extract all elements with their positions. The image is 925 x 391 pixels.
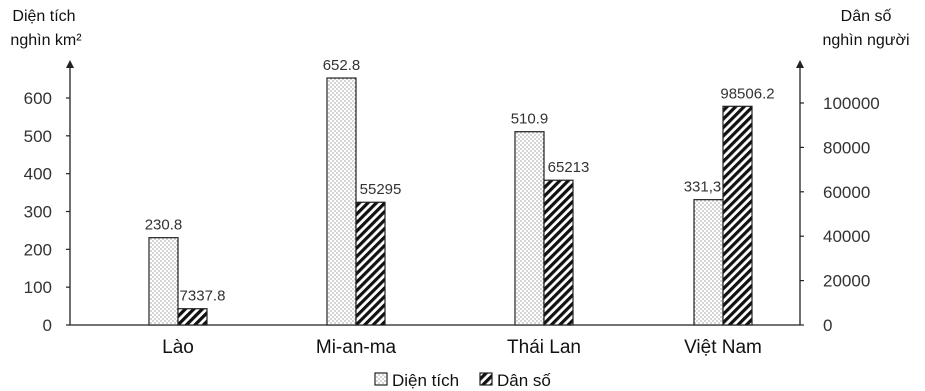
bar-dien-tich [514,131,545,326]
legend-swatch-dan-so [479,372,493,386]
data-labels: 230.8 7337.8 652.8 55295 510.9 65213 331,3 9850… [145,57,775,305]
right-tick-label: 40000 [823,227,870,246]
data-label-dan-so: 65213 [548,159,590,176]
category-label: Lào [162,337,194,358]
right-tick-label: 60000 [823,183,870,202]
legend-swatch-dien-tich [374,372,388,386]
left-axis-title-line2: nghìn km² [10,32,82,49]
data-label-dien-tich: 331,3 [684,179,722,196]
category-label: Việt Nam [684,337,762,358]
bar-dan-so [722,105,753,326]
right-tick-label: 100000 [823,94,880,113]
left-tick-label: 200 [24,240,52,259]
left-tick-label: 300 [24,203,52,222]
left-tick-label: 0 [43,316,52,335]
legend: Diện tích Dân số [374,371,551,390]
right-tick-label: 80000 [823,138,870,157]
right-tick-label: 0 [823,316,832,335]
left-tick-label: 600 [24,89,52,108]
right-axis-title-line1: Dân số [841,8,892,25]
bar-dien-tich [148,237,179,326]
bars [148,77,753,326]
data-label-dien-tich: 510.9 [511,111,549,128]
bar-dien-tich [326,77,357,326]
bar-dan-so [355,201,386,326]
left-axis-arrow [66,60,74,68]
bar-dien-tich [693,199,724,326]
axes: 0 100 200 300 400 500 600 0 20000 40000 60000 80000… [24,60,880,358]
left-tick-label: 100 [24,278,52,297]
right-axis-arrow [796,60,804,68]
right-tick-label: 20000 [823,272,870,291]
category-label: Mi-an-ma [316,337,397,358]
category-label: Thái Lan [507,337,581,358]
data-label-dien-tich: 652.8 [323,57,361,74]
data-label-dien-tich: 230.8 [145,217,183,234]
data-label-dan-so: 98506.2 [720,85,774,102]
left-tick-label: 400 [24,165,52,184]
legend-label-dan-so: Dân số [497,371,551,390]
bar-dan-so [177,308,208,326]
left-tick-label: 500 [24,127,52,146]
data-label-dan-so: 7337.8 [180,288,226,305]
right-axis-title-line2: nghìn người [822,32,909,49]
bar-dan-so [543,179,574,326]
data-label-dan-so: 55295 [360,181,402,198]
legend-label-dien-tich: Diện tích [392,371,459,390]
left-axis-title-line1: Diện tích [12,8,75,25]
